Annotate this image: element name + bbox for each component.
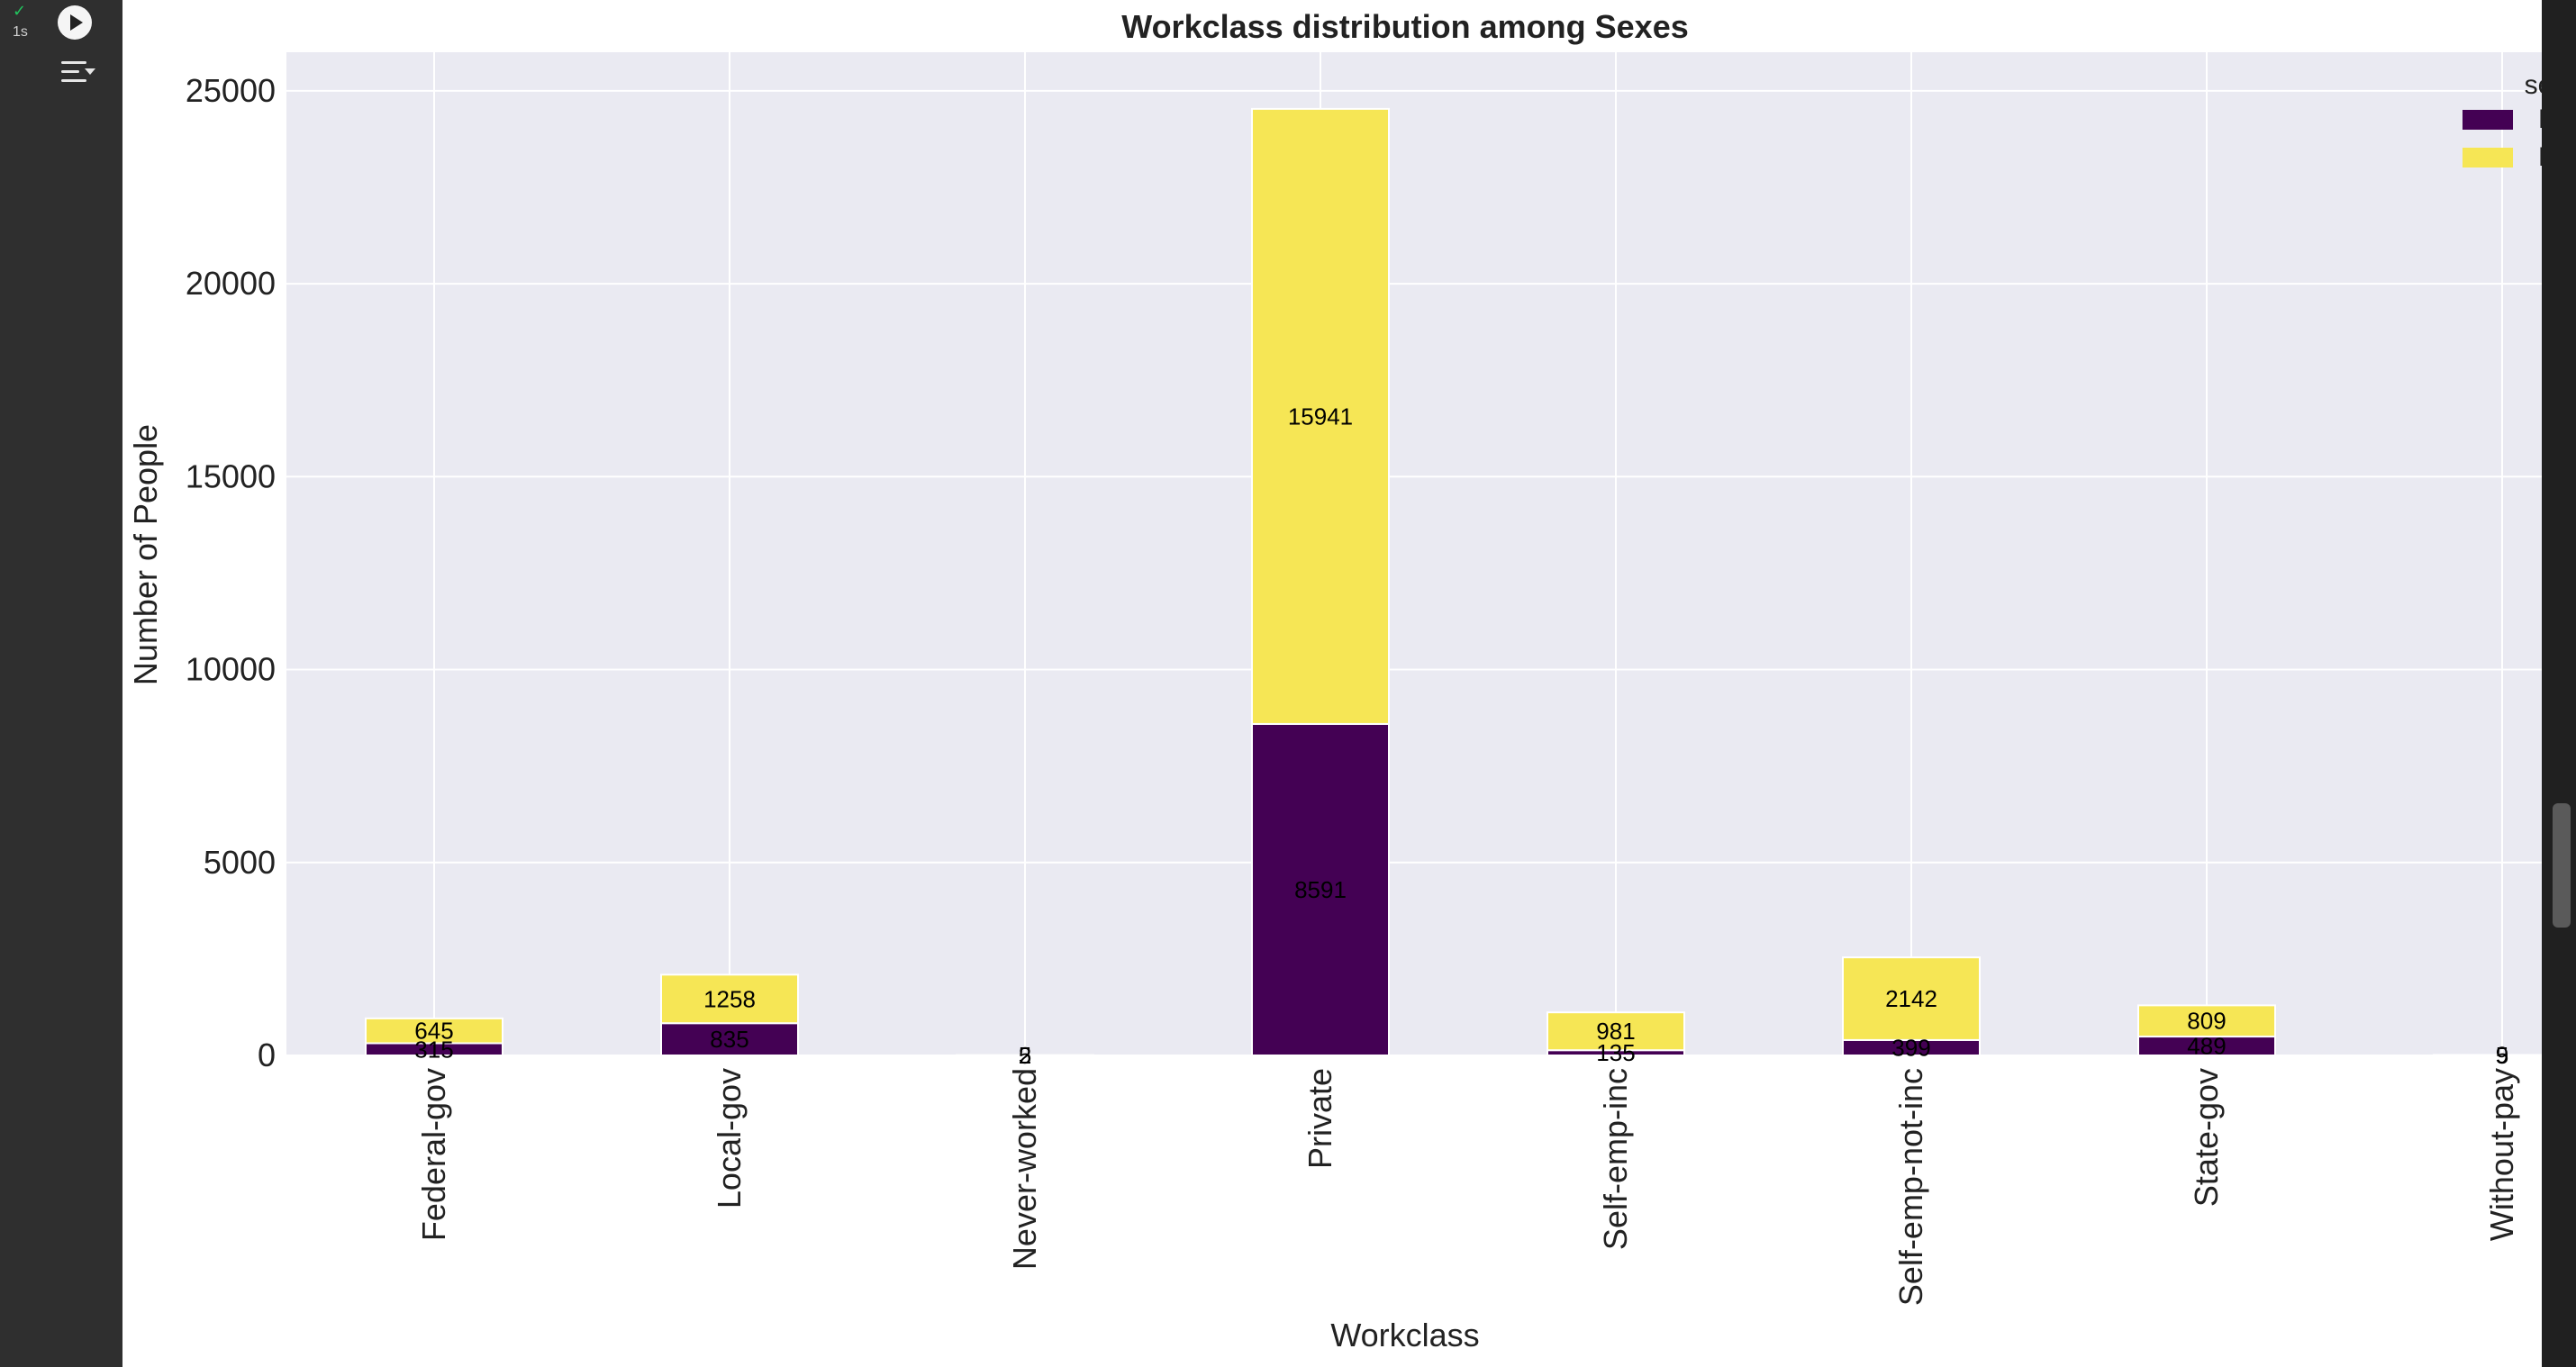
bar-male: [1251, 107, 1390, 725]
y-tick-label: 20000: [186, 265, 276, 302]
x-tick-label: Self-emp-not-inc: [1892, 1068, 1929, 1306]
legend-title: sex: [2525, 70, 2542, 100]
bar-value-label: 399: [1891, 1034, 1930, 1061]
bar-female: [1251, 722, 1390, 1056]
bar-male: [1842, 956, 1981, 1041]
y-tick-label: 5000: [204, 844, 276, 881]
bar-male: [2137, 1004, 2276, 1038]
bar-value-label: 9: [2496, 1042, 2508, 1069]
legend-label-female: Female: [2538, 104, 2542, 134]
y-tick-label: 15000: [186, 457, 276, 494]
right-scroll-track[interactable]: [2542, 0, 2576, 1367]
bar-female: [660, 1022, 799, 1057]
chevron-down-icon: [85, 68, 95, 75]
y-tick-label: 25000: [186, 72, 276, 109]
play-icon[interactable]: [58, 5, 92, 40]
bar-value-label: 5: [2496, 1042, 2508, 1069]
bar-value-label: 2142: [1885, 985, 1937, 1012]
output-toggle-icon[interactable]: [58, 58, 97, 90]
plot-area: [286, 52, 2542, 1055]
chart-title: Workclass distribution among Sexes: [1121, 8, 1689, 45]
output-toggle-line: [61, 61, 86, 64]
cell-status-time: 1s: [13, 24, 28, 40]
x-tick-label: Federal-gov: [415, 1068, 452, 1241]
legend-swatch-male: [2463, 148, 2513, 167]
bar-male: [660, 973, 799, 1025]
bar-male: [1547, 1011, 1685, 1052]
y-tick-label: 0: [258, 1037, 276, 1073]
x-axis-title: Workclass: [1330, 1317, 1479, 1353]
bar-value-label: 981: [1596, 1018, 1635, 1045]
legend-swatch-female: [2463, 110, 2513, 130]
bar-value-label: 2: [1019, 1042, 1031, 1069]
scroll-thumb[interactable]: [2553, 803, 2571, 928]
bar-value-label: 15941: [1288, 403, 1353, 430]
x-tick-label: Private: [1302, 1068, 1338, 1169]
x-tick-label: Without-pay: [2483, 1068, 2520, 1241]
x-tick-label: Never-worked: [1006, 1068, 1043, 1270]
axis-layer: 0 5000 10000 15000 20000 25000 Federal-gov Loca…: [186, 72, 2520, 1306]
bar-male: [365, 1017, 503, 1045]
bar-value-label: 315: [414, 1036, 453, 1063]
bar-layer: [365, 107, 2542, 1057]
legend-label-male: Male: [2538, 142, 2542, 172]
x-tick-label: Self-emp-inc: [1597, 1068, 1634, 1250]
output-toggle-line: [61, 79, 86, 82]
bar-value-label: 135: [1596, 1039, 1635, 1066]
bar-value-label: 835: [710, 1026, 748, 1053]
bar-value-label: 645: [414, 1018, 453, 1045]
bar-value-label: 489: [2187, 1033, 2226, 1060]
x-tick-label: State-gov: [2188, 1068, 2225, 1207]
y-axis-title: Number of People: [127, 424, 164, 685]
bar-value-label: 809: [2187, 1008, 2226, 1035]
y-tick-label: 10000: [186, 651, 276, 688]
chart-container: 315 645 835 1258 2 5 8591 15941 135 981 399 2142 489…: [122, 0, 2542, 1367]
bar-value-label: 8591: [1294, 876, 1347, 903]
cell-gutter: ✓ 1s: [0, 0, 122, 1367]
plot-background-layer: [286, 52, 2542, 1055]
output-toggle-line: [61, 70, 79, 73]
x-tick-label: Local-gov: [711, 1068, 748, 1209]
legend-layer: sex Female Male: [2463, 70, 2542, 172]
bar-value-label: 1258: [703, 985, 756, 1012]
cell-status-check: ✓: [13, 2, 27, 21]
bar-value-label: 5: [1019, 1042, 1031, 1069]
